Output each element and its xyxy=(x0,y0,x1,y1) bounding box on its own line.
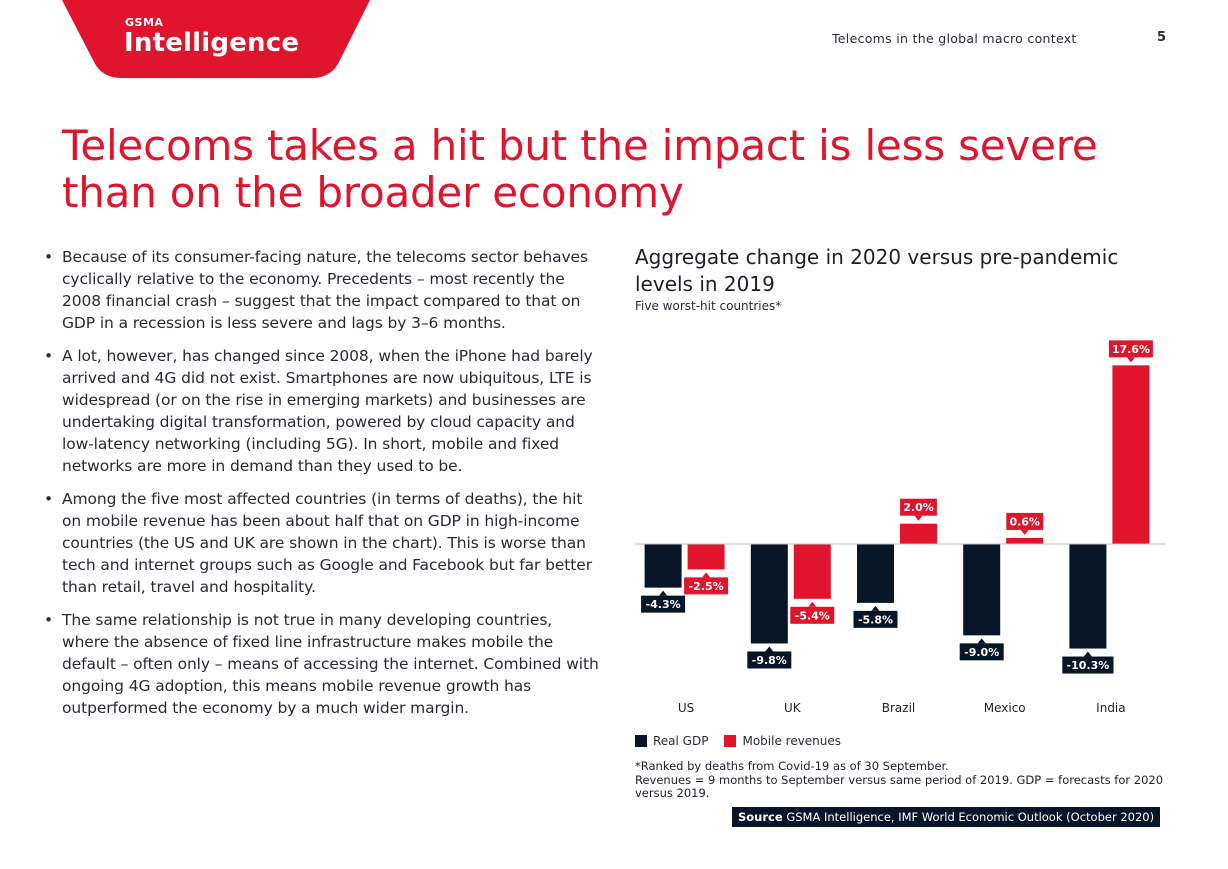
data-label-box-revenue-brazil xyxy=(900,498,937,516)
chart-legend: Real GDP Mobile revenues xyxy=(635,734,857,748)
bar-gdp-brazil xyxy=(857,544,894,603)
data-label-pointer-gdp-mexico xyxy=(977,638,986,644)
legend-label-real-gdp: Real GDP xyxy=(653,734,709,748)
source-text: GSMA Intelligence, IMF World Economic Ou… xyxy=(786,810,1155,824)
bullet-dot: • xyxy=(44,490,54,508)
chart-title: Aggregate change in 2020 versus pre-pand… xyxy=(635,245,1119,296)
data-label-pointer-gdp-uk xyxy=(765,646,774,652)
bar-revenue-uk xyxy=(793,544,831,599)
source-label: Source xyxy=(738,810,783,824)
page-number: 5 xyxy=(1157,30,1167,45)
chart-footnote: *Ranked by deaths from Covid-19 as of 30… xyxy=(635,759,1175,801)
data-label-gdp-mexico: -9.0% xyxy=(964,646,999,659)
bullet-item: • The same relationship is not true in m… xyxy=(44,609,604,719)
page-title: Telecoms takes a hit but the impact is l… xyxy=(62,121,1098,217)
data-label-revenue-brazil: 2.0% xyxy=(903,501,934,514)
bar-revenue-brazil xyxy=(900,523,937,544)
gsma-logo-text: GSMA xyxy=(125,16,164,29)
bar-gdp-india xyxy=(1069,544,1107,649)
data-label-box-revenue-uk xyxy=(790,606,835,624)
data-label-revenue-us: -2.5% xyxy=(689,580,724,593)
bullet-dot: • xyxy=(44,347,54,365)
bar-revenue-mexico xyxy=(1006,537,1044,544)
logo-tab: GSMA Intelligence xyxy=(62,0,370,78)
data-label-pointer-revenue-mexico xyxy=(1020,529,1029,535)
data-label-pointer-revenue-us xyxy=(702,572,711,578)
chart-subtitle: Five worst-hit countries* xyxy=(635,299,782,313)
data-label-box-revenue-india xyxy=(1108,340,1153,358)
bar-revenue-us xyxy=(687,544,725,570)
category-label-brazil: Brazil xyxy=(882,701,916,715)
data-label-box-revenue-mexico xyxy=(1006,512,1044,530)
legend-label-mobile-revenues: Mobile revenues xyxy=(742,734,842,748)
data-label-box-gdp-uk xyxy=(747,651,792,669)
bullet-text: A lot, however, has changed since 2008, … xyxy=(62,347,593,475)
data-label-pointer-revenue-uk xyxy=(808,601,817,607)
category-label-us: US xyxy=(678,701,694,715)
bullet-text: Among the five most affected countries (… xyxy=(62,490,592,596)
data-label-pointer-gdp-india xyxy=(1083,651,1092,657)
legend-swatch-real-gdp xyxy=(635,735,647,747)
footnote-line: *Ranked by deaths from Covid-19 as of 30… xyxy=(635,759,949,773)
legend-item-real-gdp: Real GDP xyxy=(635,734,708,748)
category-label-mexico: Mexico xyxy=(984,701,1026,715)
bullet-dot: • xyxy=(44,611,54,629)
bullet-item: • Because of its consumer-facing nature,… xyxy=(44,246,604,334)
data-label-revenue-india: 17.6% xyxy=(1112,343,1150,356)
data-label-box-gdp-brazil xyxy=(853,610,898,628)
data-label-pointer-gdp-brazil xyxy=(871,605,880,611)
data-label-pointer-revenue-india xyxy=(1126,357,1135,363)
data-label-box-gdp-us xyxy=(641,595,686,613)
bar-revenue-india xyxy=(1112,365,1150,544)
section-title: Telecoms in the global macro context xyxy=(832,31,1077,46)
bar-gdp-mexico xyxy=(963,544,1001,636)
data-label-gdp-brazil: -5.8% xyxy=(858,613,893,626)
data-label-revenue-mexico: 0.6% xyxy=(1009,515,1040,528)
bullet-item: • Among the five most affected countries… xyxy=(44,488,604,598)
footnote-line: Revenues = 9 months to September versus … xyxy=(635,772,1164,800)
bullet-list: • Because of its consumer-facing nature,… xyxy=(44,246,604,730)
category-label-india: India xyxy=(1096,701,1125,715)
data-label-box-gdp-india xyxy=(1062,656,1114,674)
intelligence-logo-text: Intelligence xyxy=(124,28,300,58)
legend-item-mobile-revenues: Mobile revenues xyxy=(724,734,841,748)
bullet-item: • A lot, however, has changed since 2008… xyxy=(44,345,604,477)
bar-chart: -4.3% -2.5% US -9.8% -5.4% UK -5.8% 2.0% Brazil -… xyxy=(635,340,1166,715)
bar-gdp-uk xyxy=(750,544,788,644)
data-label-gdp-uk: -9.8% xyxy=(752,654,787,667)
data-label-pointer-gdp-us xyxy=(659,590,668,596)
data-label-box-revenue-us xyxy=(684,577,729,595)
data-label-gdp-us: -4.3% xyxy=(646,598,681,611)
logo-tab-shape xyxy=(62,0,370,78)
data-label-box-gdp-mexico xyxy=(959,643,1004,661)
bullet-text: Because of its consumer-facing nature, t… xyxy=(62,248,588,332)
data-label-pointer-revenue-brazil xyxy=(914,515,923,521)
bullet-text: The same relationship is not true in man… xyxy=(62,611,599,717)
bullet-dot: • xyxy=(44,248,54,266)
bar-gdp-us xyxy=(644,544,682,588)
category-label-uk: UK xyxy=(784,701,802,715)
source-box: Source GSMA Intelligence, IMF World Econ… xyxy=(732,807,1161,827)
data-label-revenue-uk: -5.4% xyxy=(795,609,830,622)
legend-swatch-mobile-revenues xyxy=(724,735,737,747)
data-label-gdp-india: -10.3% xyxy=(1067,659,1110,672)
